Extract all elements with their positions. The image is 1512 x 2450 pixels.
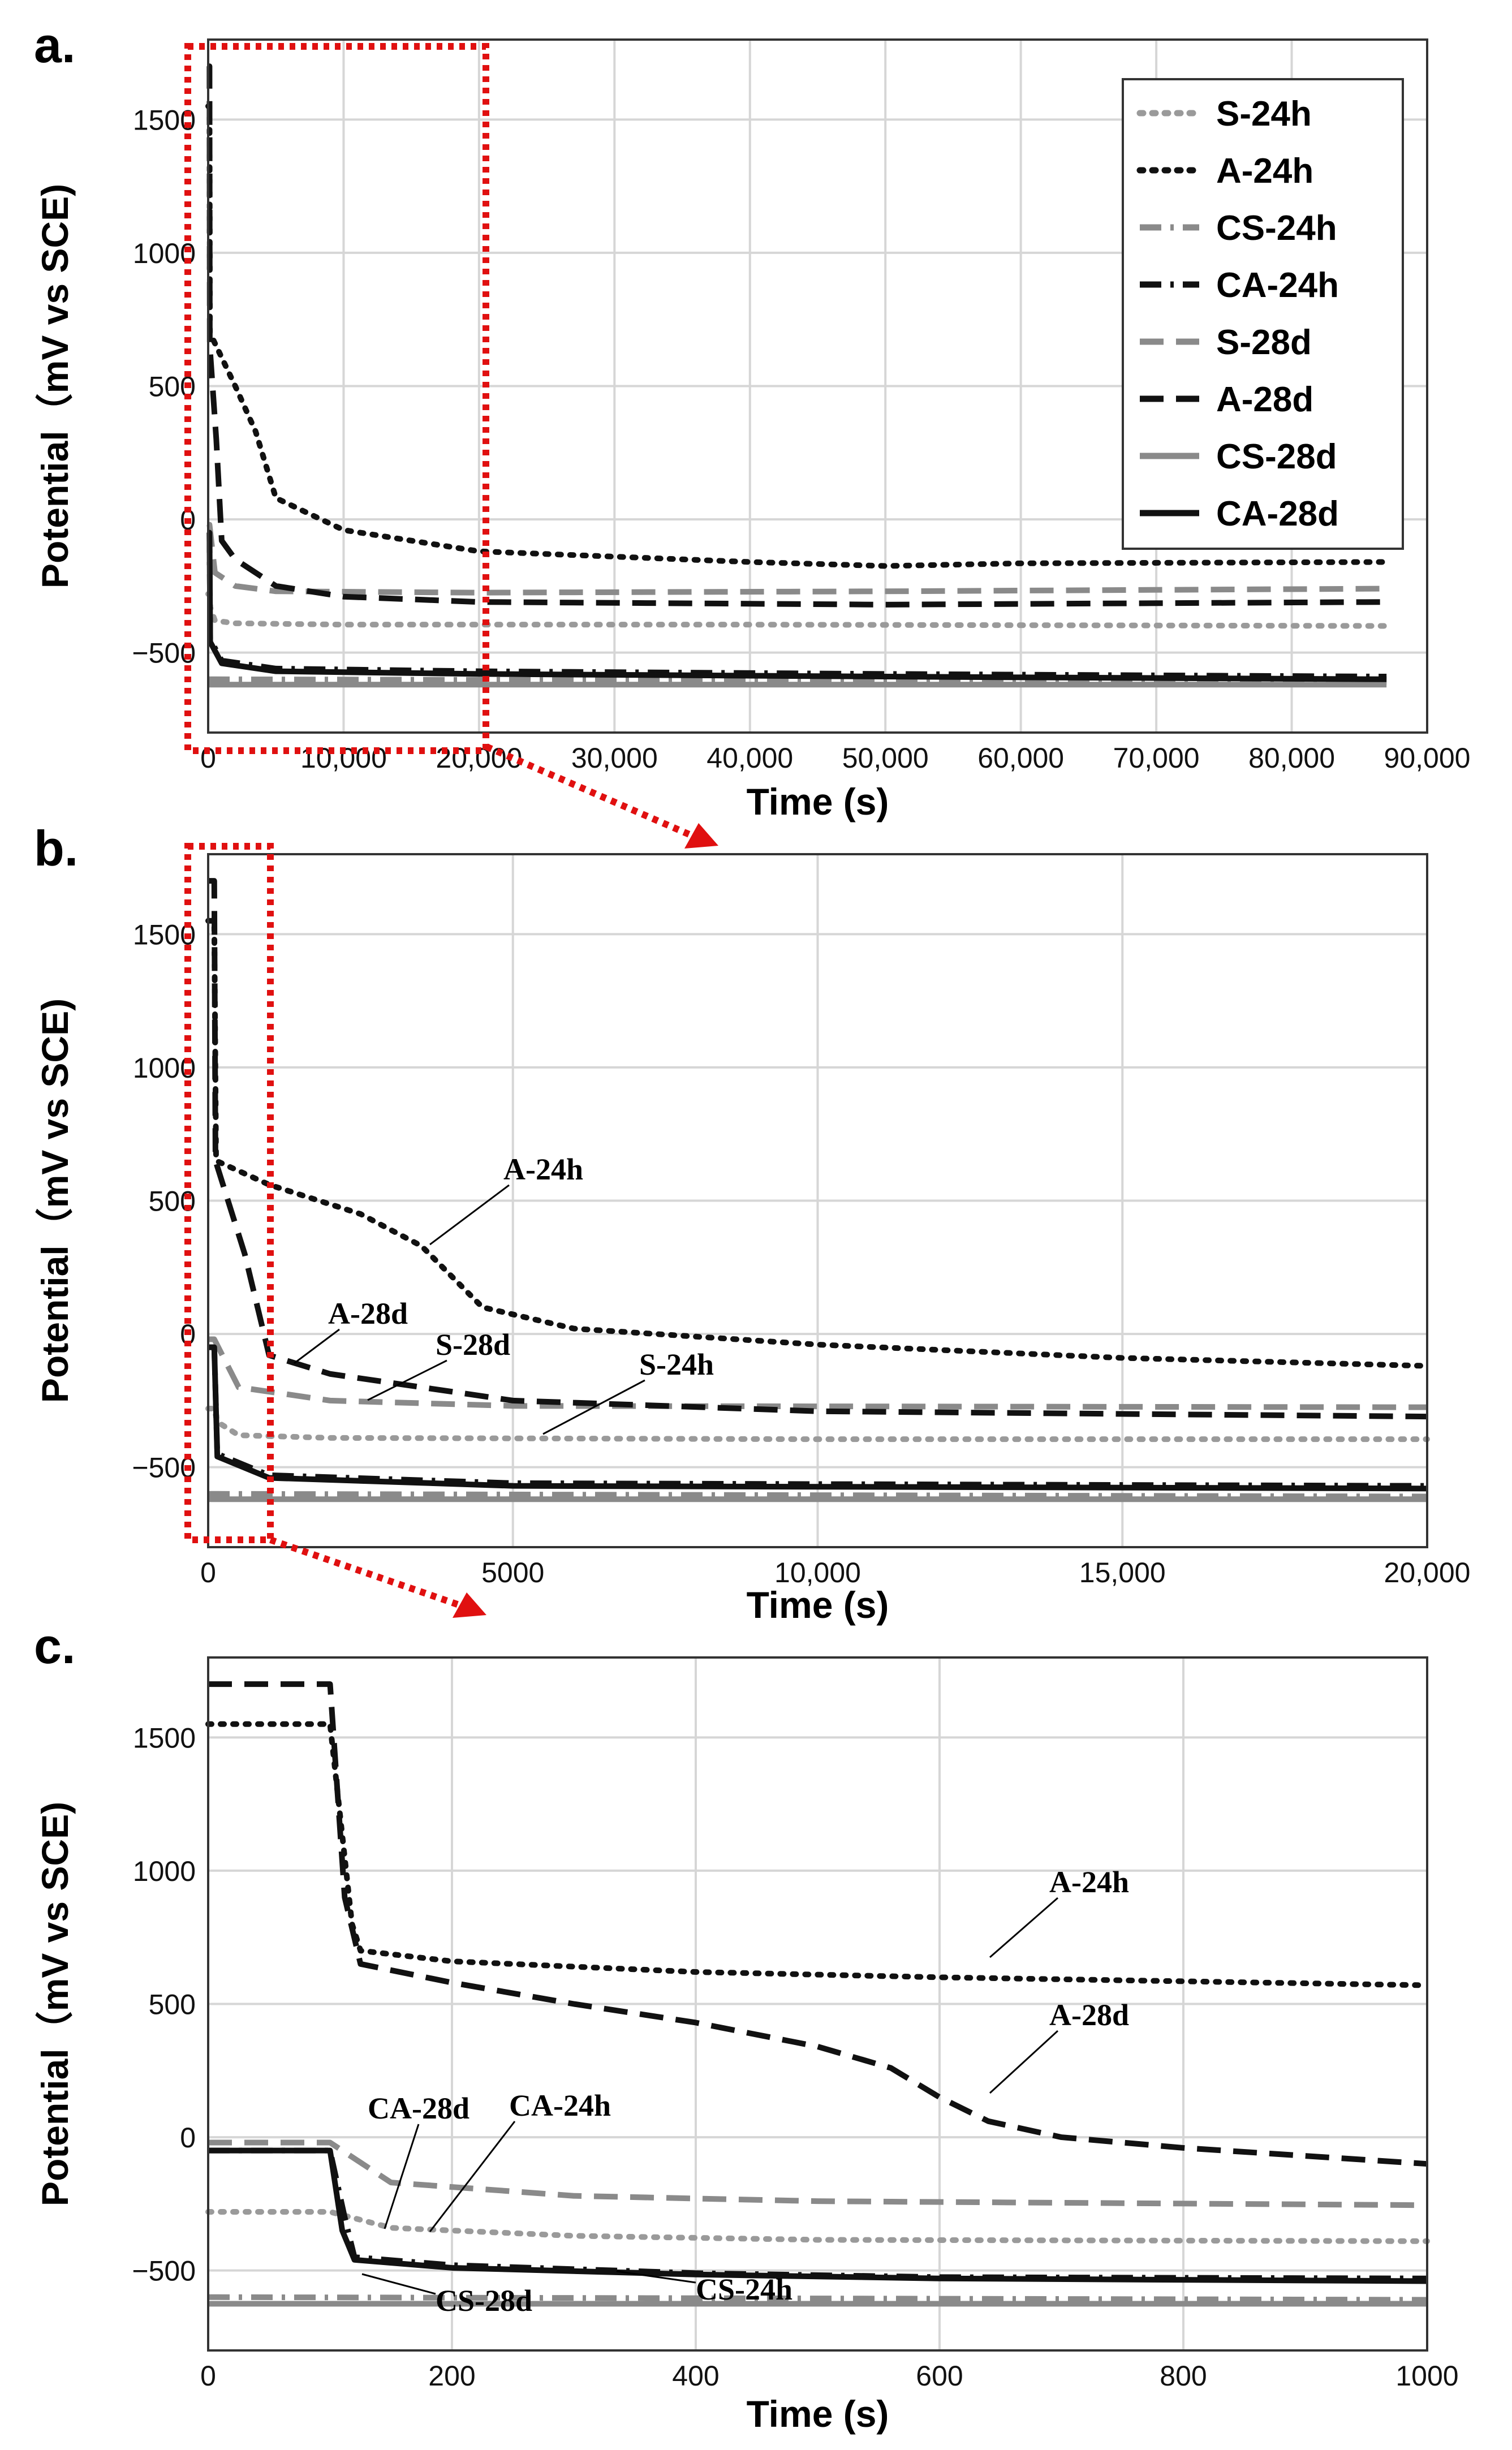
legend-label: A-28d — [1216, 380, 1313, 419]
y-axis-label: Potential（mV vs SCE) — [34, 1802, 76, 2206]
panel-letter: b. — [34, 820, 78, 876]
x-tick-label: 1000 — [1395, 2360, 1458, 2392]
series-line-ca-28d — [208, 2147, 1428, 2284]
annotation-leader — [361, 2273, 436, 2295]
series-line-cs-24h — [208, 1491, 1428, 1500]
x-tick-label: 5000 — [481, 1557, 544, 1588]
y-tick-label: 0 — [180, 2122, 196, 2154]
chart-panel-2: 0 5000 10,000 15,000 20,000−500050010001500b… — [34, 820, 1470, 1626]
annotation-label: S-28d — [436, 1328, 510, 1362]
legend-box — [1122, 78, 1404, 550]
annotation-leader — [616, 2270, 696, 2284]
annotation-label: CA-24h — [509, 2089, 611, 2122]
x-tick-label: 600 — [916, 2360, 963, 2392]
plot-frame — [207, 853, 1428, 1548]
panel-letter: a. — [34, 17, 75, 73]
x-tick-label: 40,000 — [707, 742, 793, 774]
plot-frame — [207, 38, 1428, 734]
series-line-a-28d — [208, 1681, 1428, 2167]
x-tick-label: 80,000 — [1248, 742, 1335, 774]
y-tick-label: −500 — [132, 638, 196, 669]
y-tick-label: 1500 — [133, 104, 196, 136]
zoom-arrow-a — [485, 743, 697, 841]
zoom-arrowhead-a — [684, 823, 718, 849]
legend-label: S-24h — [1216, 94, 1312, 134]
x-tick-label: 15,000 — [1079, 1557, 1166, 1588]
series-line-ca-28d — [208, 1344, 1428, 1492]
zoom-arrow-b — [269, 1536, 465, 1610]
series-line-ca-28d — [206, 529, 1387, 682]
annotation-leader — [367, 1359, 447, 1401]
annotation-label: A-24h — [503, 1152, 583, 1186]
chart-panel-3: 0 200 400 600 800 1000 −500 0 500 1000 1500 c. Time … — [34, 1618, 1459, 2435]
annotation-label: A-28d — [328, 1297, 408, 1331]
x-tick-label: 10,000 — [300, 742, 387, 774]
x-tick-label: 10,000 — [774, 1557, 861, 1588]
legend-label: CS-28d — [1216, 437, 1337, 476]
x-tick-label: 200 — [428, 2360, 475, 2392]
x-tick-label: 0 — [200, 742, 216, 774]
zoom-arrowhead-b — [453, 1592, 486, 1618]
legend-label: A-24h — [1216, 152, 1313, 191]
x-tick-label: 90,000 — [1384, 742, 1471, 774]
annotation-leader — [542, 1379, 645, 1435]
zoom-box-b — [184, 843, 274, 1543]
panel-letter: c. — [34, 1618, 75, 1674]
x-tick-label: 70,000 — [1113, 742, 1200, 774]
legend: S-24h A-24h CS-24h CA-24h S-28d A-28d CS-28d CA… — [1122, 78, 1404, 550]
plot-frame — [207, 1656, 1428, 2352]
series-line-a-24h — [205, 918, 1430, 1369]
y-tick-label: 1000 — [133, 1052, 196, 1084]
annotation-label: S-24h — [639, 1347, 714, 1381]
y-axis-label: Potential（mV vs SCE) — [34, 998, 76, 1403]
annotations: A-24h A-28d S-28d S-24h — [294, 1152, 714, 1435]
legend-label: CS-24h — [1216, 209, 1337, 248]
x-tick-label: 800 — [1160, 2360, 1207, 2392]
annotation-leader — [294, 1328, 340, 1364]
annotation-leader — [989, 2030, 1059, 2094]
x-tick-label: 30,000 — [571, 742, 658, 774]
x-tick-label: 60,000 — [977, 742, 1064, 774]
x-tick-label: 0 — [200, 2360, 216, 2392]
y-tick-label: 1500 — [133, 1722, 196, 1754]
annotation-leader — [429, 1184, 510, 1246]
y-tick-label: 1000 — [133, 1855, 196, 1887]
y-tick-label: −500 — [132, 2255, 196, 2287]
series-line-cs-24h — [208, 2294, 1428, 2303]
annotation-leader — [989, 1897, 1058, 1958]
y-tick-label: 500 — [149, 1186, 196, 1217]
y-tick-label: 500 — [149, 1989, 196, 2021]
x-axis-label: Time (s) — [747, 1584, 889, 1626]
x-tick-label: 400 — [672, 2360, 719, 2392]
x-tick-label: 50,000 — [842, 742, 929, 774]
chart-panel-1: 0 10,000 20,000 30,000 40,000 50,000 60,000 70,… — [34, 17, 1470, 823]
annotation-leader — [429, 2121, 516, 2232]
series-line-a-28d — [206, 63, 1387, 608]
annotations: A-24h A-28d CA-28d CA-24h CS-28d CS-24h — [361, 1865, 1129, 2318]
annotation-label: CS-28d — [436, 2284, 532, 2318]
series-line-s-24h — [205, 2209, 1430, 2244]
x-axis-label: Time (s) — [747, 781, 889, 823]
zoom-indicators — [184, 43, 718, 1618]
annotation-label: CS-24h — [696, 2272, 792, 2306]
annotation-label: A-28d — [1049, 1998, 1129, 2032]
legend-label: CA-28d — [1216, 494, 1339, 533]
series-group — [205, 63, 1390, 688]
legend-label: S-28d — [1216, 323, 1312, 362]
annotation-label: A-24h — [1049, 1865, 1129, 1899]
annotation-leader — [384, 2124, 420, 2229]
y-axis-label: Potential（mV vs SCE) — [34, 184, 76, 588]
y-tick-label: 1000 — [133, 238, 196, 269]
x-axis-label: Time (s) — [747, 2393, 889, 2435]
x-tick-label: 0 — [200, 1557, 216, 1588]
series-group — [205, 1681, 1430, 2307]
legend-label: CA-24h — [1216, 266, 1339, 305]
x-tick-label: 20,000 — [1384, 1557, 1471, 1588]
annotation-label: CA-28d — [368, 2091, 469, 2125]
zoom-box-a — [184, 43, 489, 754]
